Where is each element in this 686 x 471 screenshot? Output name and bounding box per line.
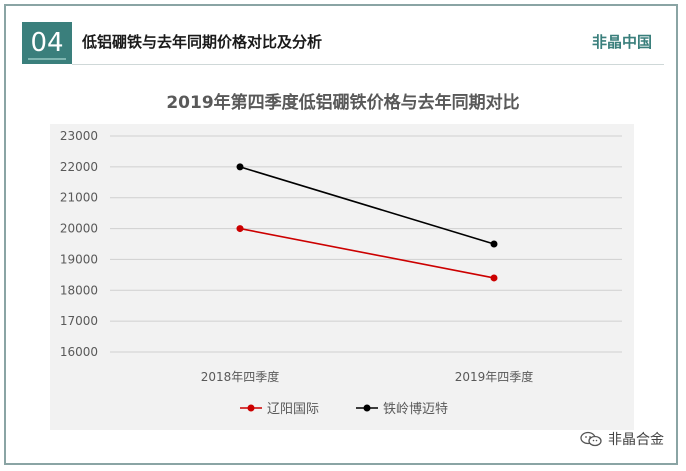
- y-tick-label: 20000: [60, 222, 98, 236]
- watermark-text: 非晶合金: [608, 432, 664, 448]
- y-tick-label: 23000: [60, 129, 98, 143]
- legend-marker-dot: [363, 404, 371, 412]
- chart-area: [50, 124, 634, 430]
- y-tick-label: 17000: [60, 314, 98, 328]
- data-point: [236, 225, 244, 233]
- y-tick-label: 18000: [60, 283, 98, 297]
- brand-label: 非晶中国: [591, 33, 652, 51]
- y-tick-label: 16000: [60, 345, 98, 359]
- series-line: [239, 166, 495, 245]
- x-tick-label: 2019年四季度: [455, 369, 534, 384]
- legend-label: 铁岭博迈特: [383, 402, 448, 417]
- data-point: [490, 274, 498, 282]
- y-tick-label: 19000: [60, 252, 98, 266]
- x-tick-label: 2018年四季度: [201, 369, 280, 384]
- section-title: 低铝硼铁与去年同期价格对比及分析: [82, 33, 323, 51]
- header-divider: [72, 64, 664, 65]
- chart-title: 2019年第四季度低铝硼铁价格与去年同期对比: [166, 92, 519, 113]
- data-point: [490, 240, 498, 248]
- series-line: [239, 227, 495, 279]
- y-tick-label: 22000: [60, 160, 98, 174]
- wechat-icon: [580, 431, 602, 447]
- section-number-badge: 04: [22, 22, 72, 64]
- legend-label: 辽阳国际: [267, 402, 319, 417]
- watermark: 非晶合金: [580, 429, 664, 449]
- y-tick-label: 21000: [60, 191, 98, 205]
- legend-marker-dot: [247, 404, 255, 412]
- data-point: [236, 163, 244, 171]
